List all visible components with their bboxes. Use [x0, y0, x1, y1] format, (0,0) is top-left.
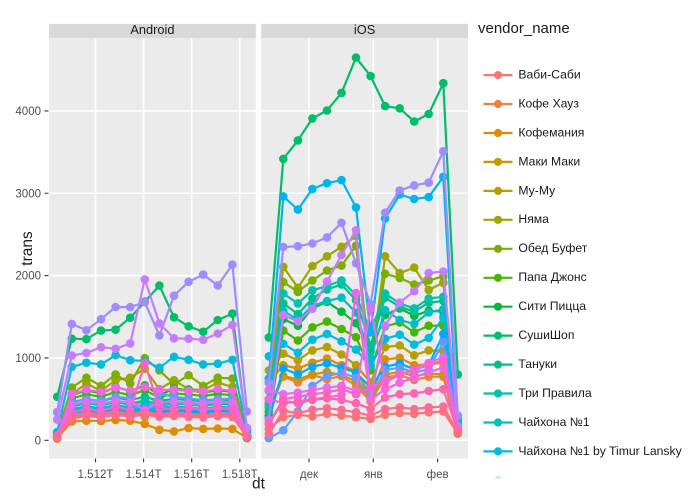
svg-text:Кофе Хауз: Кофе Хауз — [518, 97, 579, 111]
svg-text:СушиШоп: СушиШоп — [518, 328, 574, 342]
svg-text:trans: trans — [19, 231, 36, 266]
svg-text:1.512T: 1.512T — [78, 469, 114, 481]
svg-text:Три Правила: Три Правила — [518, 386, 591, 400]
svg-text:Папа Джонс: Папа Джонс — [518, 270, 586, 284]
svg-text:1.516T: 1.516T — [174, 469, 210, 481]
svg-text:1.514T: 1.514T — [126, 469, 162, 481]
svg-text:dt: dt — [252, 476, 266, 493]
svg-text:Му-Му: Му-Му — [518, 183, 556, 197]
svg-text:vendor_name: vendor_name — [478, 20, 570, 37]
svg-text:1.518T: 1.518T — [222, 469, 258, 481]
svg-text:3000: 3000 — [15, 188, 41, 200]
svg-text:iOS: iOS — [354, 22, 375, 37]
svg-text:Android: Android — [130, 22, 174, 37]
svg-text:Чайхона №1 by Timur Lansky: Чайхона №1 by Timur Lansky — [518, 444, 682, 458]
svg-text:Тануки: Тануки — [518, 357, 557, 371]
svg-text:1000: 1000 — [15, 353, 41, 365]
svg-text:дек: дек — [300, 469, 319, 481]
svg-text:0: 0 — [35, 435, 41, 447]
svg-text:Чайхона №1: Чайхона №1 — [518, 415, 589, 429]
svg-text:4000: 4000 — [15, 106, 41, 118]
svg-text:Сити Пицца: Сити Пицца — [518, 299, 586, 313]
svg-text:Ваби-Саби: Ваби-Саби — [518, 68, 580, 82]
svg-text:фев: фев — [427, 469, 449, 481]
svg-text:янв: янв — [364, 469, 383, 481]
svg-text:Маки Маки: Маки Маки — [518, 154, 580, 168]
svg-text:Няма: Няма — [518, 212, 549, 226]
svg-text:Кофемания: Кофемания — [518, 125, 584, 139]
svg-text:2000: 2000 — [15, 271, 41, 283]
svg-text:Обед Буфет: Обед Буфет — [518, 241, 587, 255]
